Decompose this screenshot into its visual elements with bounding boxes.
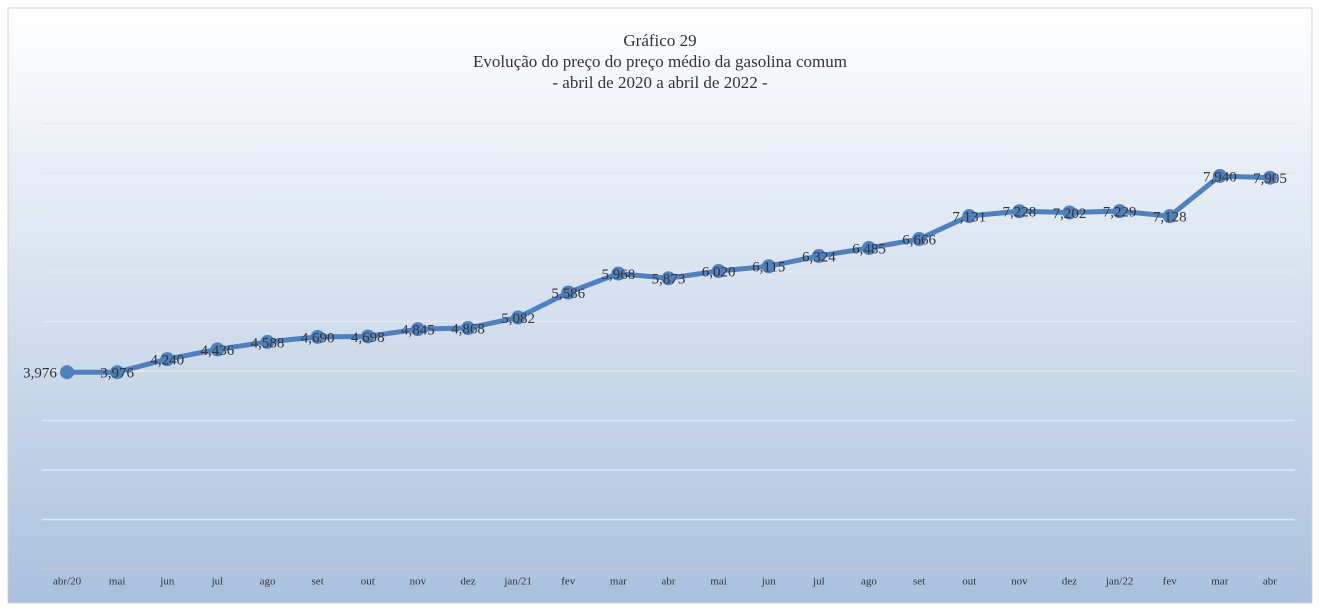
data-label: 4,588	[251, 335, 285, 351]
data-point	[511, 310, 526, 325]
data-point	[1062, 205, 1077, 220]
x-tick-label: mai	[109, 576, 126, 588]
data-point	[962, 209, 977, 224]
data-label: 7,940	[1203, 169, 1237, 185]
data-point	[410, 322, 425, 337]
x-tick-label: ago	[260, 576, 276, 588]
data-point	[310, 329, 325, 344]
x-tick-label: nov	[410, 576, 427, 588]
x-tick-label: set	[312, 576, 324, 588]
data-label: 4,240	[150, 353, 184, 369]
data-label: 5,586	[551, 286, 585, 302]
x-tick-label: abr/20	[53, 576, 82, 588]
data-label: 7,202	[1053, 206, 1087, 222]
x-tick-label: mar	[610, 576, 627, 588]
x-tick-label: nov	[1011, 576, 1028, 588]
x-tick-label: jul	[211, 576, 224, 588]
data-label: 7,128	[1153, 210, 1187, 226]
x-tick-label: jul	[812, 576, 825, 588]
data-point	[1212, 168, 1227, 183]
data-point	[1112, 204, 1127, 219]
data-point	[210, 342, 225, 357]
data-point	[711, 264, 726, 279]
data-label: 7,905	[1253, 171, 1287, 187]
data-point	[761, 259, 776, 274]
chart-title: Gráfico 29	[623, 31, 696, 50]
data-label: 4,845	[401, 323, 435, 339]
data-label: 7,228	[1002, 205, 1036, 221]
data-label: 5,082	[501, 311, 535, 327]
data-point	[160, 352, 175, 367]
x-tick-label: jun	[159, 576, 175, 588]
data-label: 4,436	[201, 343, 235, 359]
x-tick-label: abr	[1263, 576, 1277, 588]
chart-background	[7, 7, 1313, 604]
x-tick-label: out	[361, 576, 375, 588]
x-tick-label: mar	[1211, 576, 1228, 588]
data-point	[260, 334, 275, 349]
data-point	[811, 248, 826, 263]
x-tick-label: fev	[561, 576, 576, 588]
data-label: 3,976	[100, 366, 134, 382]
data-label: 6,666	[902, 232, 936, 248]
data-label: 6,324	[802, 249, 836, 265]
chart-subtitle: - abril de 2020 a abril de 2022 -	[552, 73, 768, 92]
data-label: 6,020	[702, 264, 736, 280]
data-label: 5,968	[602, 267, 636, 283]
x-tick-label: jan/21	[503, 576, 532, 588]
x-tick-label: jan/22	[1105, 576, 1134, 588]
data-label: 4,868	[451, 321, 485, 337]
x-tick-label: dez	[1062, 576, 1077, 588]
x-tick-label: dez	[460, 576, 475, 588]
data-label: 6,485	[852, 241, 886, 257]
x-tick-label: ago	[861, 576, 877, 588]
data-label: 3,976	[23, 366, 57, 382]
x-tick-label: out	[962, 576, 976, 588]
x-tick-label: mai	[710, 576, 727, 588]
x-tick-label: abr	[661, 576, 675, 588]
data-point	[912, 232, 927, 247]
data-label: 7,229	[1103, 205, 1137, 221]
data-point	[1012, 204, 1027, 219]
data-point	[1162, 209, 1177, 224]
data-point	[461, 321, 476, 336]
data-label: 7,131	[952, 209, 986, 225]
x-tick-label: fev	[1163, 576, 1178, 588]
x-tick-label: set	[913, 576, 925, 588]
x-tick-label: jun	[761, 576, 777, 588]
data-point	[60, 365, 75, 380]
data-label: 4,690	[301, 330, 335, 346]
data-label: 5,873	[652, 272, 686, 288]
data-label: 6,115	[752, 260, 785, 276]
data-point	[561, 285, 576, 300]
chart-subtitle: Evolução do preço do preço médio da gaso…	[473, 52, 847, 71]
data-label: 4,698	[351, 330, 385, 346]
data-point	[1262, 170, 1277, 185]
data-point	[661, 271, 676, 286]
data-point	[861, 240, 876, 255]
data-point	[360, 329, 375, 344]
data-point	[110, 365, 125, 380]
data-point	[611, 266, 626, 281]
